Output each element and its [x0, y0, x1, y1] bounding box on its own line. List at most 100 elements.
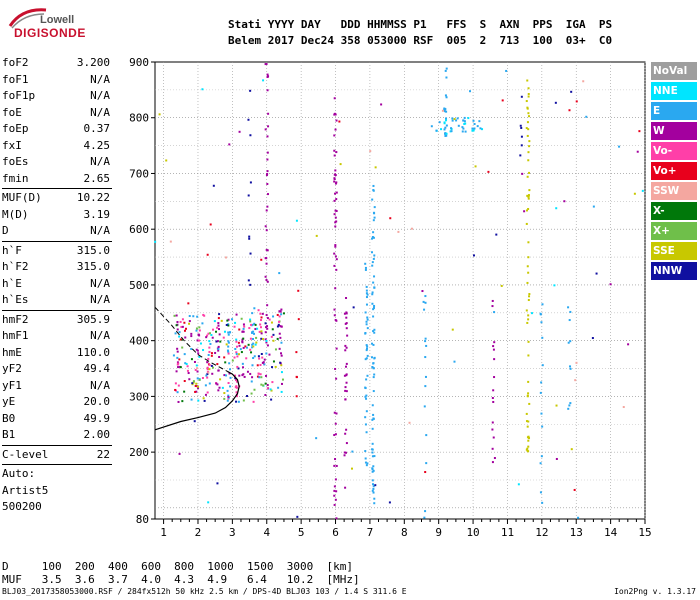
echo-point [333, 154, 336, 157]
echo-point [555, 404, 558, 407]
echo-point [540, 321, 543, 324]
echo-point [335, 490, 338, 493]
echo-point [176, 347, 179, 350]
echo-point [194, 368, 197, 371]
echo-point [335, 347, 338, 350]
echo-point [371, 293, 374, 296]
echo-point [201, 88, 204, 91]
echo-point [227, 395, 230, 398]
echo-point [526, 121, 529, 124]
echo-point [527, 256, 530, 259]
echo-point [260, 352, 263, 355]
echo-point [520, 144, 523, 147]
echo-point [471, 127, 474, 130]
echo-point [241, 374, 244, 377]
echo-point [216, 482, 219, 485]
echo-point [371, 427, 374, 430]
y-tick-label: 800 [129, 112, 149, 125]
echo-point [373, 356, 376, 359]
echo-point [574, 379, 577, 382]
echo-point [365, 296, 368, 299]
echo-point [197, 387, 200, 390]
echo-point [364, 358, 367, 361]
param-value: 2.00 [83, 428, 111, 441]
echo-point [335, 198, 338, 201]
echo-point [500, 284, 503, 287]
echo-point [371, 342, 374, 345]
echo-point [371, 198, 374, 201]
echo-point [335, 319, 338, 322]
echo-point [527, 115, 530, 118]
echo-point [372, 491, 375, 494]
echo-point [627, 343, 630, 346]
echo-point [373, 275, 376, 278]
echo-point [334, 478, 337, 481]
echo-point [334, 367, 337, 370]
echo-point [371, 418, 374, 421]
echo-point [365, 323, 368, 326]
echo-point [371, 470, 374, 473]
echo-point [371, 489, 374, 492]
echo-point [231, 359, 234, 362]
echo-point [525, 100, 528, 103]
echo-point [175, 314, 178, 317]
echo-point [259, 323, 262, 326]
x-tick-label: 10 [466, 526, 479, 539]
echo-point [270, 389, 273, 392]
echo-point [278, 315, 281, 318]
muf-table: D 100 200 400 600 800 1000 1500 3000 [km… [2, 560, 360, 586]
y-tick-label: 400 [129, 335, 149, 348]
echo-point [193, 360, 196, 363]
echo-point [295, 375, 298, 378]
echo-point [365, 344, 368, 347]
echo-point [235, 400, 238, 403]
param-name: h`Es [2, 293, 29, 306]
echo-point [366, 293, 369, 296]
y-tick-label: 700 [129, 167, 149, 180]
echo-point [265, 279, 268, 282]
echo-point [371, 237, 374, 240]
echo-point [280, 371, 283, 374]
header-line-1: Stati YYYY DAY DDD HHMMSS P1 FFS S AXN P… [228, 18, 613, 31]
echo-point [265, 229, 268, 232]
echo-point [269, 388, 272, 391]
echo-point [450, 127, 453, 130]
echo-point [373, 304, 376, 307]
echo-point [280, 354, 283, 357]
param-value: 2.65 [83, 171, 111, 185]
param-name: foEp [2, 122, 29, 135]
echo-point [249, 318, 252, 321]
echo-point [335, 412, 338, 415]
echo-point [445, 76, 448, 79]
echo-point [335, 181, 338, 184]
echo-point [207, 357, 210, 360]
autoscaler-version: 500200 [2, 500, 42, 513]
param-value: 110.0 [76, 345, 110, 359]
echo-point [190, 347, 193, 350]
echo-point [265, 262, 268, 265]
echo-point [202, 313, 205, 316]
echo-point [333, 199, 336, 202]
echo-point [438, 121, 441, 124]
param-name: foF2 [2, 56, 29, 69]
echo-point [527, 392, 530, 395]
echo-point [270, 335, 273, 338]
echo-point [575, 361, 578, 364]
echo-point [188, 378, 191, 381]
echo-point [218, 313, 221, 316]
echo-point [365, 292, 368, 295]
echo-point [372, 330, 375, 333]
echo-point [371, 302, 374, 305]
echo-point [215, 330, 218, 333]
echo-point [210, 354, 213, 357]
echo-point [265, 174, 268, 177]
echo-point [216, 326, 219, 329]
echo-point [333, 464, 336, 467]
echo-point [225, 343, 228, 346]
echo-point [370, 356, 373, 359]
echo-point [334, 128, 337, 131]
echo-point [277, 323, 280, 326]
echo-point [445, 117, 448, 120]
echo-point [333, 503, 336, 506]
echo-point [241, 330, 244, 333]
